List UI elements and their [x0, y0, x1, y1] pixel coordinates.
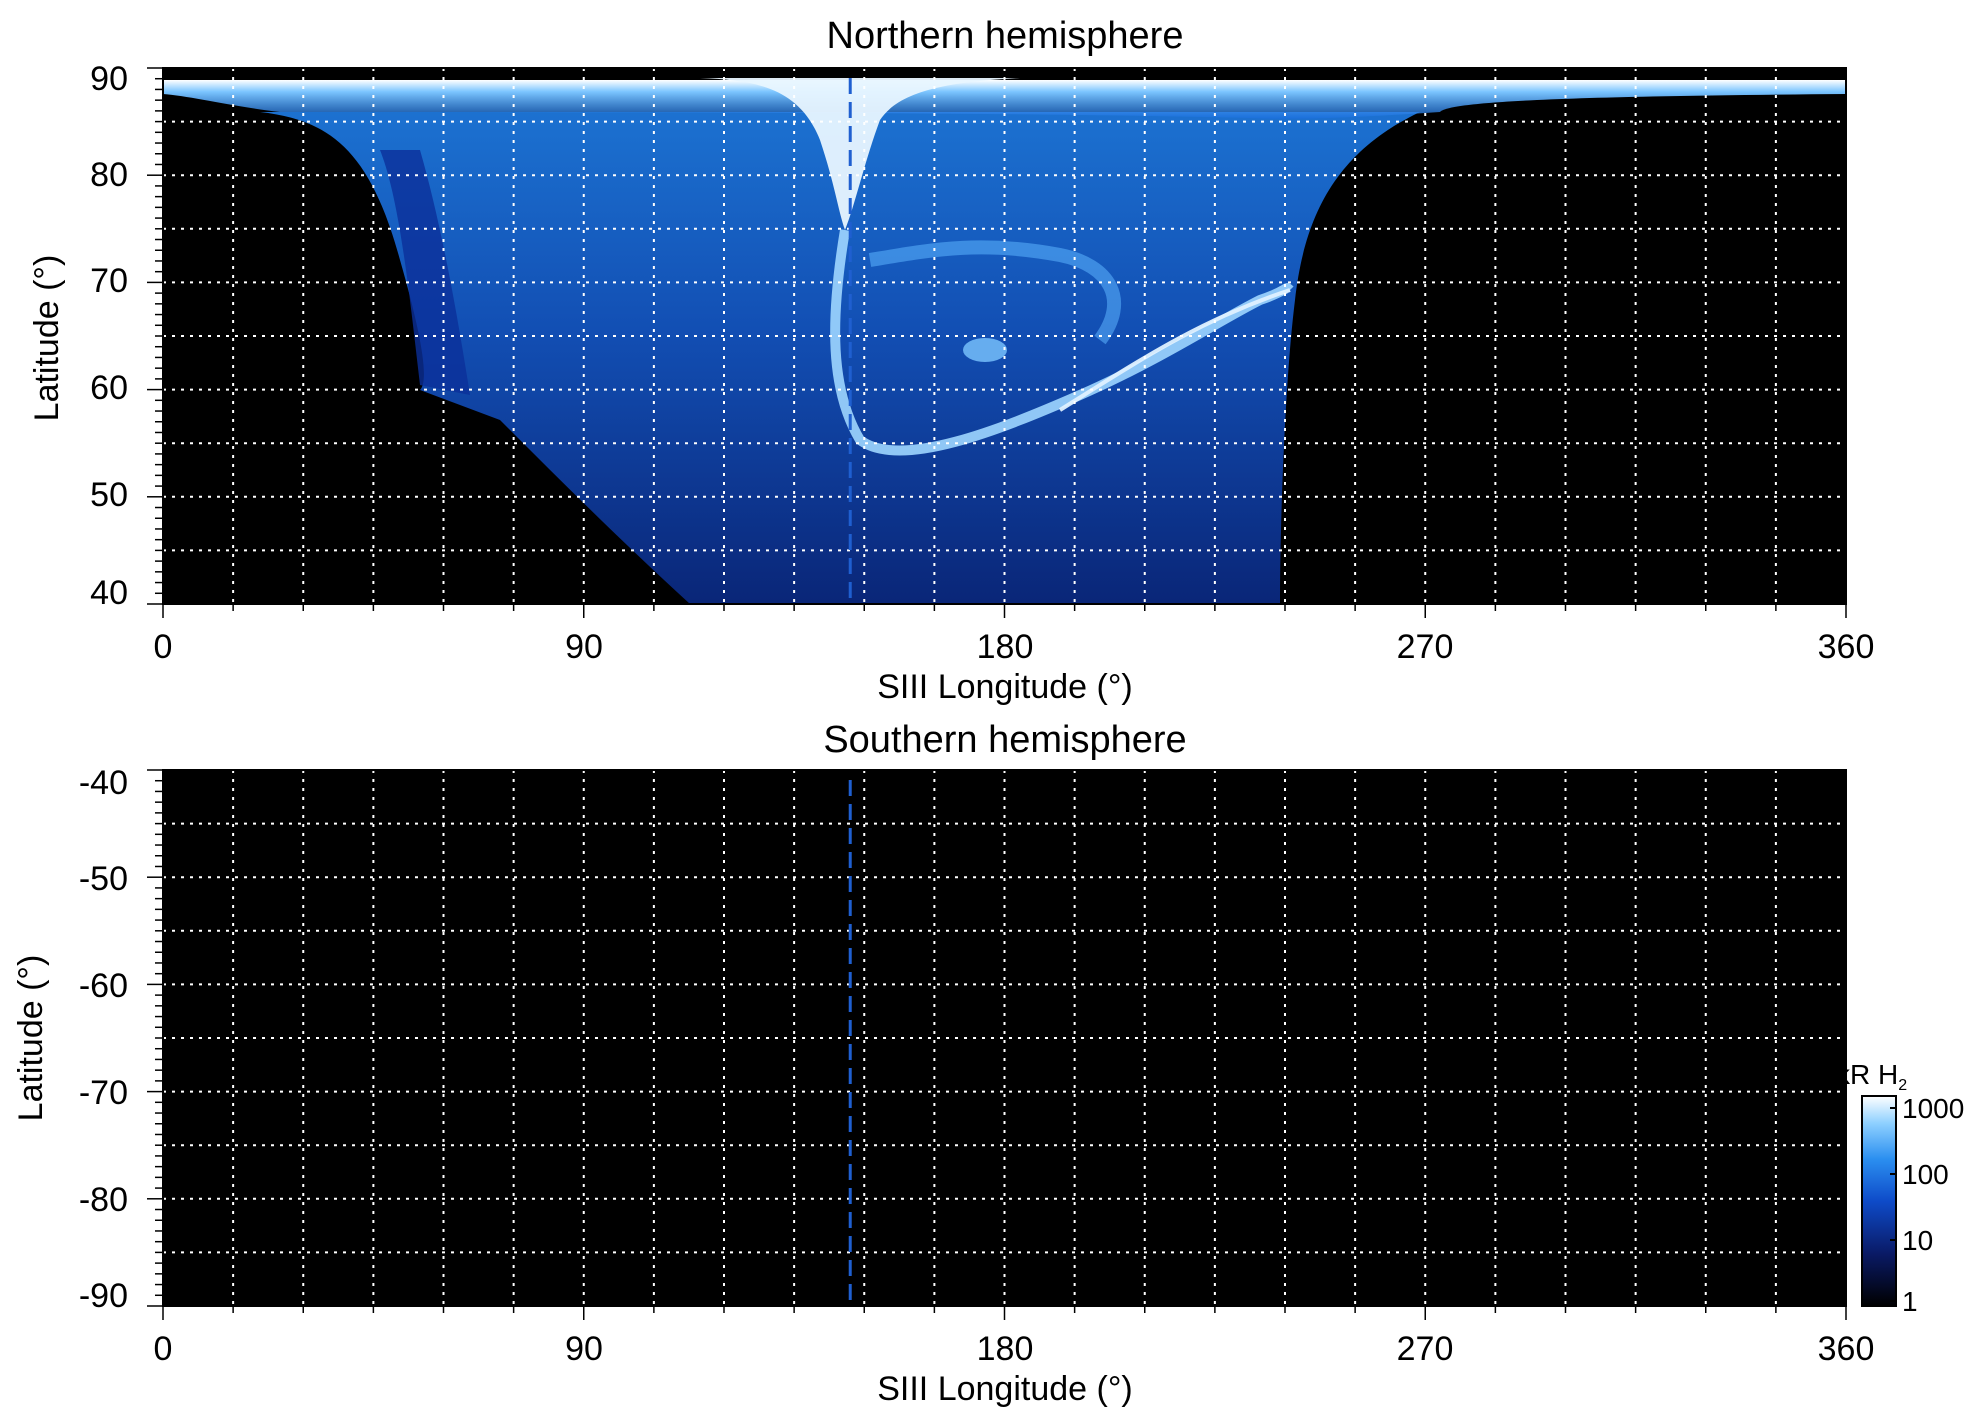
northern-x-tick-0: 0 [154, 628, 173, 666]
southern-x-label: SIII Longitude (°) [877, 1370, 1133, 1408]
northern-y-tick-80: 80 [90, 156, 128, 194]
southern-x-tick-0: 0 [154, 1330, 173, 1368]
colorbar-label: kR H2 [1836, 1059, 1907, 1094]
northern-minor-ticks [147, 67, 1847, 618]
southern-y-tick-m60: -60 [79, 967, 128, 1005]
northern-cusp-bright [700, 78, 1020, 230]
southern-x-tick-270: 270 [1397, 1330, 1454, 1368]
southern-x-tick-360: 360 [1818, 1330, 1875, 1368]
southern-y-label: Latitude (°) [12, 955, 50, 1122]
northern-bright-spot [963, 338, 1007, 362]
southern-x-tick-180: 180 [977, 1330, 1034, 1368]
colorbar: kR H2 1000 100 10 1 [1836, 1059, 1964, 1317]
southern-y-axis: -40 -50 -60 -70 -80 -90 Latitude (°) [12, 764, 128, 1315]
southern-minor-ticks [147, 769, 1847, 1320]
southern-x-tick-90: 90 [565, 1330, 603, 1368]
colorbar-gradient [1861, 1095, 1897, 1307]
northern-y-tick-40: 40 [90, 574, 128, 612]
southern-x-axis: 0 90 180 270 360 SIII Longitude (°) [154, 1330, 1875, 1408]
colorbar-label-subscript: 2 [1898, 1077, 1907, 1094]
northern-inner-swirl [868, 240, 1122, 345]
northern-y-label: Latitude (°) [28, 255, 66, 422]
northern-polar-cap [163, 80, 1846, 119]
northern-y-tick-70: 70 [90, 262, 128, 300]
southern-title: Southern hemisphere [823, 719, 1186, 761]
panel-northern: Northern hemisphere 0 90 180 270 360 [28, 15, 1874, 706]
southern-y-tick-m90: -90 [79, 1277, 128, 1315]
northern-x-tick-360: 360 [1818, 628, 1875, 666]
colorbar-tick-label-10: 10 [1902, 1225, 1933, 1256]
northern-x-tick-180: 180 [977, 628, 1034, 666]
colorbar-tick-label-1: 1 [1902, 1286, 1918, 1317]
northern-y-axis: 90 80 70 60 50 40 Latitude (°) [28, 60, 128, 612]
southern-grid [163, 770, 1846, 1306]
southern-y-tick-m40: -40 [79, 764, 128, 802]
southern-y-tick-m50: -50 [79, 860, 128, 898]
colorbar-ticks [1890, 1107, 1896, 1302]
northern-grid [163, 68, 1846, 604]
northern-emission [163, 78, 1846, 604]
northern-x-label: SIII Longitude (°) [877, 668, 1133, 706]
panel-southern: Southern hemisphere 0 90 180 270 360 SII… [12, 719, 1874, 1408]
northern-oval-extension [1058, 288, 1291, 412]
southern-y-tick-m70: -70 [79, 1074, 128, 1112]
colorbar-tick-label-1000: 1000 [1902, 1093, 1964, 1124]
colorbar-label-main: kR H [1836, 1059, 1898, 1090]
southern-y-tick-m80: -80 [79, 1181, 128, 1219]
northern-y-tick-60: 60 [90, 369, 128, 407]
northern-y-tick-90: 90 [90, 60, 128, 98]
northern-x-tick-90: 90 [565, 628, 603, 666]
colorbar-tick-label-100: 100 [1902, 1159, 1949, 1190]
northern-y-tick-50: 50 [90, 476, 128, 514]
northern-emission-faint-left [380, 150, 470, 395]
northern-x-tick-270: 270 [1397, 628, 1454, 666]
northern-x-axis: 0 90 180 270 360 SIII Longitude (°) [154, 628, 1875, 706]
northern-title: Northern hemisphere [827, 15, 1184, 57]
